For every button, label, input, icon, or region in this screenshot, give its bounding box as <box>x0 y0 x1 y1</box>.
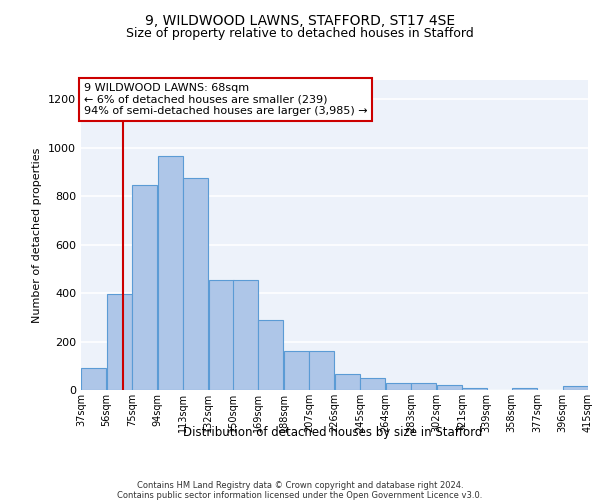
Bar <box>183 178 208 390</box>
Text: Size of property relative to detached houses in Stafford: Size of property relative to detached ho… <box>126 28 474 40</box>
Bar <box>335 374 360 390</box>
Bar <box>209 280 234 390</box>
Bar <box>563 386 588 390</box>
Bar <box>81 368 106 390</box>
Bar <box>132 186 157 390</box>
Bar <box>386 382 411 390</box>
Bar <box>411 383 436 390</box>
Text: 9 WILDWOOD LAWNS: 68sqm
← 6% of detached houses are smaller (239)
94% of semi-de: 9 WILDWOOD LAWNS: 68sqm ← 6% of detached… <box>83 83 367 116</box>
Text: 9, WILDWOOD LAWNS, STAFFORD, ST17 4SE: 9, WILDWOOD LAWNS, STAFFORD, ST17 4SE <box>145 14 455 28</box>
Bar <box>107 294 132 390</box>
Text: Contains HM Land Registry data © Crown copyright and database right 2024.: Contains HM Land Registry data © Crown c… <box>137 480 463 490</box>
Bar <box>309 351 334 390</box>
Bar <box>233 280 258 390</box>
Bar <box>462 388 487 390</box>
Y-axis label: Number of detached properties: Number of detached properties <box>32 148 43 322</box>
Bar <box>284 351 309 390</box>
Bar <box>512 388 537 390</box>
Bar <box>158 156 183 390</box>
Text: Contains public sector information licensed under the Open Government Licence v3: Contains public sector information licen… <box>118 490 482 500</box>
Text: Distribution of detached houses by size in Stafford: Distribution of detached houses by size … <box>184 426 482 439</box>
Bar <box>360 378 385 390</box>
Bar <box>437 385 462 390</box>
Bar <box>258 320 283 390</box>
